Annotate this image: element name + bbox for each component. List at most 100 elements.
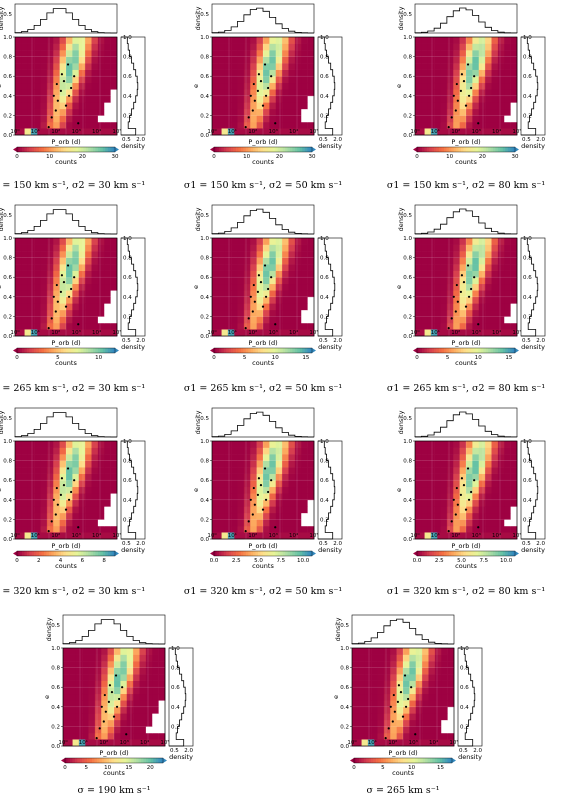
- colorbar-segment: [70, 348, 74, 353]
- heatmap-cell: [269, 63, 277, 70]
- heatmap-cell: [472, 63, 480, 70]
- panel-4: 0.00.20.40.60.81.0e10⁰10¹10²10³10⁴10⁵P_o…: [0, 204, 145, 367]
- data-point: [59, 89, 63, 92]
- heatmap-cell: [224, 473, 232, 481]
- heatmap-cell: [21, 303, 29, 311]
- heatmap-cell: [224, 519, 232, 527]
- heatmap-cell: [15, 283, 22, 291]
- colorbar-segment: [289, 551, 293, 556]
- heatmap-cell: [275, 270, 283, 278]
- heatmap-cell: [243, 480, 251, 488]
- heatmap-cell: [282, 50, 289, 57]
- heatmap-cell: [440, 303, 448, 311]
- y-tick-label: 0.8: [200, 459, 209, 465]
- colorbar-frame: [16, 146, 116, 153]
- colorbar-segment: [255, 551, 259, 556]
- heatmap-cell: [15, 454, 22, 461]
- heatmap-cell: [75, 654, 83, 662]
- data-point: [459, 290, 462, 293]
- heatmap-cell: [472, 264, 480, 271]
- colorbar-segment: [490, 147, 494, 152]
- heatmap-cell: [218, 441, 226, 448]
- heatmap-cell: [491, 257, 499, 265]
- heatmap-cell: [46, 63, 54, 70]
- colorbar-segment: [79, 758, 83, 763]
- heatmap-cell: [231, 460, 238, 468]
- heatmap-cell: [91, 115, 99, 123]
- top-y-axis-label: density: [397, 410, 405, 434]
- heatmap-cell: [307, 238, 315, 245]
- colorbar-segment: [68, 348, 72, 353]
- heatmap-cell: [491, 525, 499, 533]
- heatmap-cell: [472, 102, 480, 110]
- heatmap-cell: [27, 322, 35, 330]
- heatmap-cell: [15, 441, 22, 448]
- top-y-tick-label: 0.5: [200, 12, 209, 18]
- colorbar-extend-left: [61, 758, 65, 763]
- colorbar-segment: [51, 348, 55, 353]
- colorbar-segment: [238, 147, 242, 152]
- heatmap-cell: [250, 277, 257, 285]
- heatmap-cell: [27, 290, 35, 298]
- heatmap-cell: [63, 680, 70, 688]
- heatmap-cell: [446, 519, 454, 527]
- heatmap-cell: [446, 467, 454, 474]
- heatmap-cell: [40, 257, 48, 265]
- heatmap-cell: [453, 56, 460, 64]
- colorbar-segment: [102, 551, 106, 556]
- heatmap-cell: [34, 447, 41, 455]
- heatmap-cell: [282, 290, 289, 298]
- heatmap-cell: [485, 82, 492, 90]
- heatmap-cell: [491, 115, 499, 123]
- heatmap-cell: [263, 69, 270, 77]
- heatmap-cell: [421, 493, 429, 501]
- heatmap-cell: [294, 108, 302, 116]
- heatmap-cell: [15, 121, 22, 129]
- heatmap-cell: [133, 687, 140, 695]
- colorbar-segment: [434, 147, 437, 152]
- colorbar-segment: [439, 758, 443, 763]
- colorbar-tick-label: 20: [276, 154, 283, 160]
- heatmap-cell: [218, 76, 226, 84]
- heatmap-cell: [78, 56, 86, 64]
- data-point: [244, 530, 247, 533]
- heatmap-cell: [459, 454, 467, 461]
- heatmap-cell: [478, 264, 486, 271]
- colorbar-segment: [92, 147, 96, 152]
- heatmap-cell: [78, 238, 86, 245]
- heatmap-cell: [243, 108, 251, 116]
- colorbar-extend-right: [312, 551, 316, 556]
- heatmap-cell: [294, 264, 302, 271]
- heatmap-cell: [446, 37, 454, 44]
- colorbar-segment: [307, 147, 310, 152]
- heatmap-cell: [21, 447, 29, 455]
- heatmap-cell: [358, 667, 366, 675]
- heatmap-cell: [218, 63, 226, 70]
- data-point: [70, 490, 73, 494]
- heatmap-cell: [472, 441, 480, 448]
- heatmap-cell: [27, 512, 35, 520]
- heatmap-cell: [158, 661, 166, 668]
- heatmap-cell: [491, 69, 499, 77]
- heatmap-cell: [218, 108, 226, 116]
- colorbar-segment: [260, 147, 264, 152]
- heatmap-cell: [434, 303, 441, 311]
- heatmap-cell: [40, 102, 48, 110]
- heatmap-cell: [66, 257, 73, 265]
- heatmap-cell: [34, 277, 41, 285]
- heatmap-cell: [46, 56, 54, 64]
- heatmap-cell: [15, 525, 22, 533]
- heatmap-cell: [46, 447, 54, 455]
- heatmap-cell: [288, 525, 296, 533]
- heatmap-cell: [282, 525, 289, 533]
- colorbar-tick-label: 5: [85, 765, 89, 771]
- heatmap-cell: [110, 447, 118, 455]
- y-tick-label: 1.0: [51, 646, 60, 652]
- colorbar-segment: [500, 348, 504, 353]
- x-axis-label: P_orb (d): [51, 339, 80, 347]
- heatmap-cell: [288, 121, 296, 129]
- heatmap-cell: [82, 648, 89, 655]
- colorbar-segment: [73, 551, 77, 556]
- heatmap-cell: [21, 296, 29, 304]
- heatmap-cell: [430, 128, 438, 135]
